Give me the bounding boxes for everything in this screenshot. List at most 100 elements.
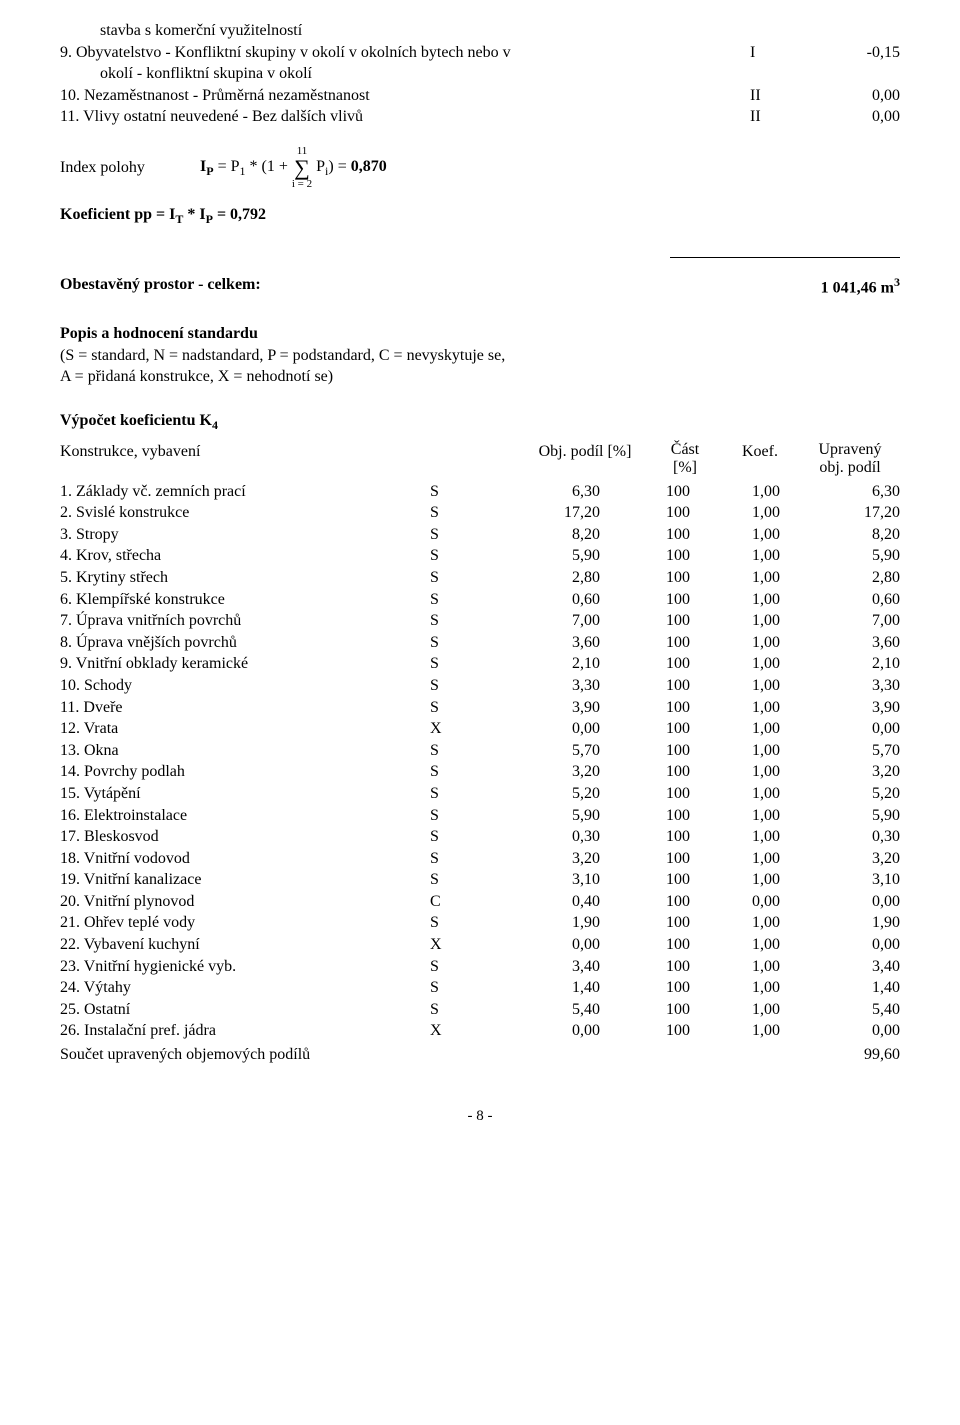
cell-upr: 3,40 [800,956,900,978]
cell-std: S [430,653,470,675]
table-row: 7. Úprava vnitřních povrchůS7,001001,007… [60,610,900,632]
cell-cast: 100 [620,653,700,675]
cell-std: S [430,632,470,654]
cell-cast: 100 [620,545,700,567]
table-row: 4. Krov, střechaS5,901001,005,90 [60,545,900,567]
cell-cast: 100 [620,718,700,740]
cell-std: C [430,891,470,913]
cell-koef: 1,00 [700,869,800,891]
cell-koef: 1,00 [700,805,800,827]
cell-upr: 3,10 [800,869,900,891]
cell-koef: 1,00 [700,675,800,697]
cell-name: 21. Ohřev teplé vody [60,912,430,934]
cell-koef: 0,00 [700,891,800,913]
cell-koef: 1,00 [700,545,800,567]
item-11-col1: II [750,106,820,128]
item-9-col1: I [750,42,820,64]
cell-std: S [430,675,470,697]
cell-name: 8. Úprava vnějších povrchů [60,632,430,654]
cell-koef: 1,00 [700,761,800,783]
cell-cast: 100 [620,1020,700,1042]
item-10-col1: II [750,85,820,107]
cell-koef: 1,00 [700,718,800,740]
cell-cast: 100 [620,977,700,999]
cell-koef: 1,00 [700,632,800,654]
cell-upr: 2,80 [800,567,900,589]
cell-obj: 3,40 [470,956,620,978]
k4-title: Výpočet koeficientu K4 [60,410,900,433]
cell-obj: 5,90 [470,805,620,827]
item-11-text: 11. Vlivy ostatní neuvedené - Bez dalšíc… [60,106,750,128]
table-row: 25. OstatníS5,401001,005,40 [60,999,900,1021]
cell-koef: 1,00 [700,697,800,719]
cell-obj: 6,30 [470,481,620,503]
item-9-row1: 9. Obyvatelstvo - Konfliktní skupiny v o… [60,42,900,64]
cell-obj: 5,40 [470,999,620,1021]
cell-name: 16. Elektroinstalace [60,805,430,827]
koef-a: Koeficient pp = I [60,206,175,223]
k4-table-body: 1. Základy vč. zemních pracíS6,301001,00… [60,481,900,1042]
f-pi: P [316,158,325,175]
cell-upr: 8,20 [800,524,900,546]
cell-koef: 1,00 [700,934,800,956]
koef-tail: = 0,792 [213,206,266,223]
cell-name: 12. Vrata [60,718,430,740]
cell-name: 13. Okna [60,740,430,762]
index-polohy-expression: IP = P1 * (1 + 11 ∑ i = 2 Pi) = 0,870 [200,146,387,190]
item-9-text: 9. Obyvatelstvo - Konfliktní skupiny v o… [60,42,750,64]
table-row: 26. Instalační pref. jádraX0,001001,000,… [60,1020,900,1042]
cell-std: S [430,783,470,805]
table-row: 13. OknaS5,701001,005,70 [60,740,900,762]
item-11-col2: 0,00 [820,106,900,128]
table-row: 12. VrataX0,001001,000,00 [60,718,900,740]
cell-cast: 100 [620,999,700,1021]
cell-obj: 0,60 [470,589,620,611]
cell-koef: 1,00 [700,912,800,934]
koef-pp-line: Koeficient pp = IT * IP = 0,792 [60,204,900,227]
cell-upr: 3,60 [800,632,900,654]
f-tail: ) = [328,158,350,175]
cell-name: 11. Dveře [60,697,430,719]
cell-cast: 100 [620,740,700,762]
cell-name: 18. Vnitřní vodovod [60,848,430,870]
cell-cast: 100 [620,610,700,632]
item-9-col2: -0,15 [820,42,900,64]
k4-h-obj: Obj. podíl [%] [520,441,650,476]
cell-obj: 0,30 [470,826,620,848]
f-ip-sub: P [206,164,213,178]
cell-cast: 100 [620,826,700,848]
cell-obj: 3,20 [470,761,620,783]
table-row: 8. Úprava vnějších povrchůS3,601001,003,… [60,632,900,654]
cell-std: S [430,697,470,719]
cell-std: S [430,589,470,611]
cell-cast: 100 [620,589,700,611]
cell-cast: 100 [620,956,700,978]
obest-label: Obestavěný prostor - celkem: [60,274,261,299]
table-row: 16. ElektroinstalaceS5,901001,005,90 [60,805,900,827]
cell-koef: 1,00 [700,524,800,546]
cell-cast: 100 [620,524,700,546]
cell-cast: 100 [620,675,700,697]
index-polohy-label: Index polohy [60,157,200,179]
k4-h-cast: Část [%] [650,441,720,476]
cell-koef: 1,00 [700,653,800,675]
cell-std: S [430,610,470,632]
cell-cast: 100 [620,848,700,870]
cell-obj: 0,00 [470,934,620,956]
k4-sum-value: 99,60 [800,1044,900,1066]
cell-koef: 1,00 [700,567,800,589]
cell-obj: 1,40 [470,977,620,999]
cell-koef: 1,00 [700,502,800,524]
table-row: 15. VytápěníS5,201001,005,20 [60,783,900,805]
cell-obj: 0,00 [470,718,620,740]
table-row: 5. Krytiny střechS2,801001,002,80 [60,567,900,589]
table-row: 23. Vnitřní hygienické vyb.S3,401001,003… [60,956,900,978]
cell-upr: 5,20 [800,783,900,805]
cell-upr: 0,60 [800,589,900,611]
cell-koef: 1,00 [700,1020,800,1042]
cell-koef: 1,00 [700,481,800,503]
cell-obj: 3,30 [470,675,620,697]
cell-cast: 100 [620,481,700,503]
cell-koef: 1,00 [700,610,800,632]
cell-koef: 1,00 [700,956,800,978]
